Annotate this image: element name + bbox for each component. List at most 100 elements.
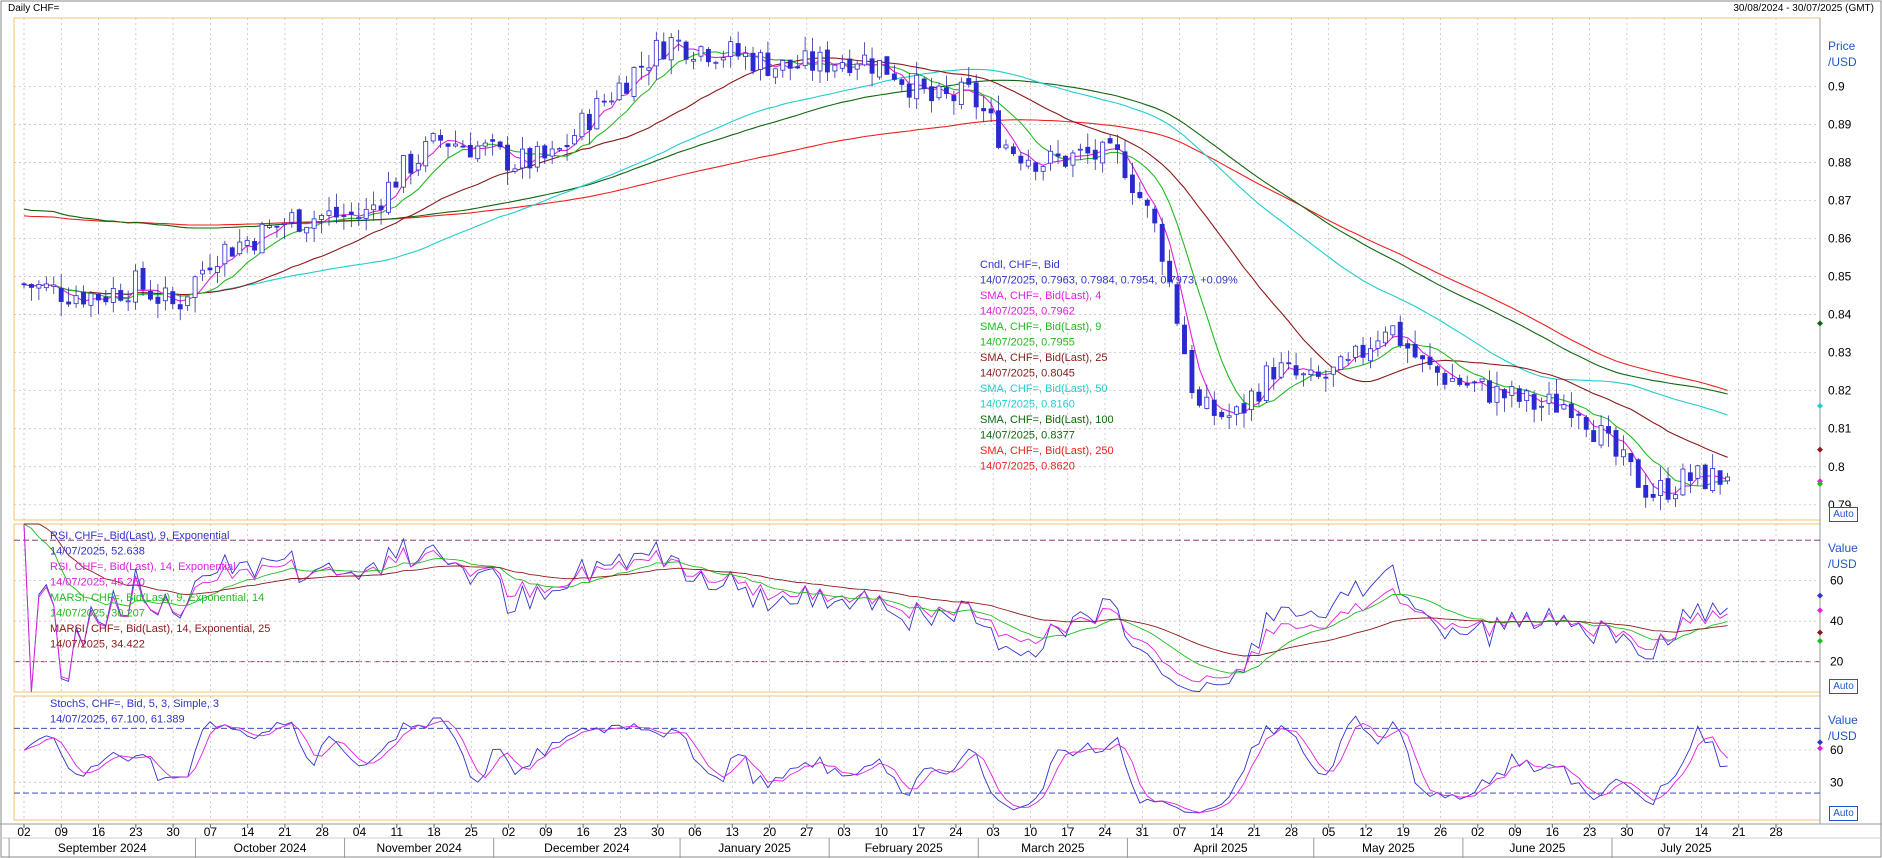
rsi-axis-unit: /USD <box>1828 557 1857 571</box>
candle <box>586 113 592 131</box>
candle <box>996 110 1001 148</box>
candle <box>1070 152 1076 166</box>
xaxis-day-label: 11 <box>391 825 404 839</box>
candle <box>356 217 362 219</box>
candle <box>646 67 652 71</box>
price-legend-line: SMA, CHF=, Bid(Last), 4 <box>980 290 1101 302</box>
price-legend-line: 14/07/2025, 0.7955 <box>980 337 1075 349</box>
xaxis-day-label: 23 <box>614 825 628 839</box>
candle <box>51 284 57 287</box>
candle <box>1368 348 1373 362</box>
stoch-d-line <box>23 720 1728 813</box>
xaxis-day-label: 16 <box>1546 825 1560 839</box>
rsi-auto-button[interactable]: Auto <box>1829 679 1858 694</box>
candle <box>884 56 890 75</box>
xaxis-day-label: 07 <box>1657 825 1671 839</box>
xaxis-day-label: 20 <box>763 825 777 839</box>
candle <box>475 145 481 160</box>
xaxis-day-label: 16 <box>92 825 106 839</box>
candle <box>1055 153 1061 157</box>
candle <box>921 78 927 90</box>
xaxis-day-label: 09 <box>55 825 69 839</box>
stoch-value-marker <box>1817 739 1823 746</box>
stoch-auto-button[interactable]: Auto <box>1829 806 1858 821</box>
candle <box>311 218 317 229</box>
date-range: 30/08/2024 - 30/07/2025 (GMT) <box>1733 3 1874 14</box>
candle <box>899 79 905 85</box>
candle <box>579 112 585 138</box>
candle <box>1159 224 1165 262</box>
price-axis-title: Price <box>1828 39 1856 53</box>
candle <box>564 144 570 148</box>
candle <box>1003 144 1009 149</box>
candle <box>490 139 496 142</box>
candle <box>944 87 949 94</box>
sma-50-line <box>23 68 1728 416</box>
candle <box>1085 146 1091 154</box>
stoch-axis-title: Value <box>1828 713 1858 727</box>
price-tick-label: 0.83 <box>1828 346 1852 360</box>
candle <box>110 288 116 303</box>
candle <box>1479 378 1485 382</box>
candle <box>906 83 912 98</box>
xaxis-day-label: 25 <box>465 825 479 839</box>
candle <box>1375 340 1381 349</box>
candle <box>653 39 659 67</box>
xaxis-day-label: 14 <box>241 825 255 839</box>
stoch-legend-line: 14/07/2025, 67.100, 61.389 <box>50 714 185 726</box>
candle <box>274 225 280 228</box>
candle <box>1174 284 1180 324</box>
xaxis-day-label: 31 <box>1136 825 1150 839</box>
candle <box>95 294 101 301</box>
xaxis-day-label: 04 <box>353 825 367 839</box>
candle <box>787 59 793 69</box>
candle <box>1487 380 1492 403</box>
candle <box>1412 344 1418 358</box>
candle <box>1472 381 1478 384</box>
price-tick-label: 0.89 <box>1828 117 1852 131</box>
candle <box>1129 174 1135 194</box>
candle <box>512 168 518 172</box>
price-legend-line: SMA, CHF=, Bid(Last), 25 <box>980 352 1107 364</box>
candle <box>594 98 600 130</box>
candle <box>1234 406 1240 415</box>
candle <box>624 82 630 94</box>
candle <box>1546 393 1552 404</box>
xaxis-day-label: 03 <box>837 825 851 839</box>
stoch-tick-label: 30 <box>1830 775 1844 789</box>
rsi-axis-title: Value <box>1828 541 1858 555</box>
candle <box>378 205 384 211</box>
candle <box>148 290 153 300</box>
candle <box>1643 485 1649 498</box>
candle <box>765 52 771 76</box>
candle <box>408 153 414 174</box>
candle <box>966 78 972 85</box>
candle <box>207 267 213 271</box>
xaxis-day-label: 21 <box>1732 825 1746 839</box>
price-value-marker <box>1817 446 1823 453</box>
candle <box>549 148 555 157</box>
candle <box>1539 405 1545 408</box>
candle <box>244 239 250 246</box>
candle <box>467 144 473 158</box>
candle <box>832 64 838 72</box>
price-tick-label: 0.86 <box>1828 232 1852 246</box>
candle <box>348 211 354 215</box>
candle <box>958 81 964 105</box>
candle <box>705 48 711 63</box>
candle <box>252 241 258 251</box>
xaxis-day-label: 24 <box>1098 825 1112 839</box>
candle <box>1405 343 1411 349</box>
candle <box>1315 371 1321 377</box>
candle <box>497 141 503 148</box>
candle <box>735 43 741 57</box>
candle <box>1018 155 1024 164</box>
candle <box>698 46 704 57</box>
price-auto-button[interactable]: Auto <box>1829 507 1858 522</box>
candle <box>326 210 332 216</box>
candle <box>1687 472 1693 482</box>
candle <box>1263 365 1269 401</box>
candle <box>1256 391 1262 402</box>
